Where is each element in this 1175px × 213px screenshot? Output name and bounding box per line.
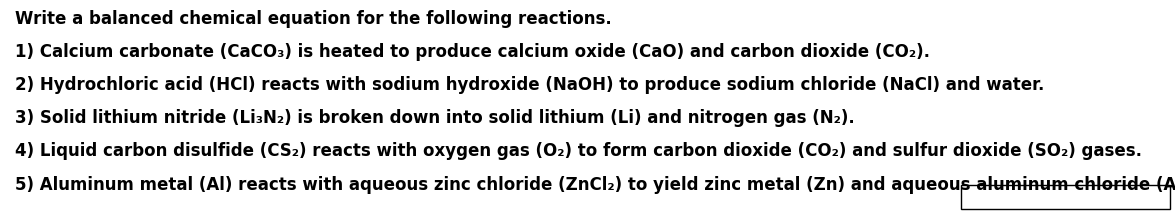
Text: 4) Liquid carbon disulfide (CS₂) reacts with oxygen gas (O₂) to form carbon diox: 4) Liquid carbon disulfide (CS₂) reacts … [15,142,1142,160]
Text: 5) Aluminum metal (Al) reacts with aqueous zinc chloride (ZnCl₂) to yield zinc m: 5) Aluminum metal (Al) reacts with aqueo… [15,176,1175,194]
Text: Write a balanced chemical equation for the following reactions.: Write a balanced chemical equation for t… [15,10,612,28]
Text: 3) Solid lithium nitride (Li₃N₂) is broken down into solid lithium (Li) and nitr: 3) Solid lithium nitride (Li₃N₂) is brok… [15,109,855,127]
Text: 1) Calcium carbonate (CaCO₃) is heated to produce calcium oxide (CaO) and carbon: 1) Calcium carbonate (CaCO₃) is heated t… [15,43,931,61]
Text: 2) Hydrochloric acid (HCl) reacts with sodium hydroxide (NaOH) to produce sodium: 2) Hydrochloric acid (HCl) reacts with s… [15,76,1045,94]
Bar [961,185,1170,209]
